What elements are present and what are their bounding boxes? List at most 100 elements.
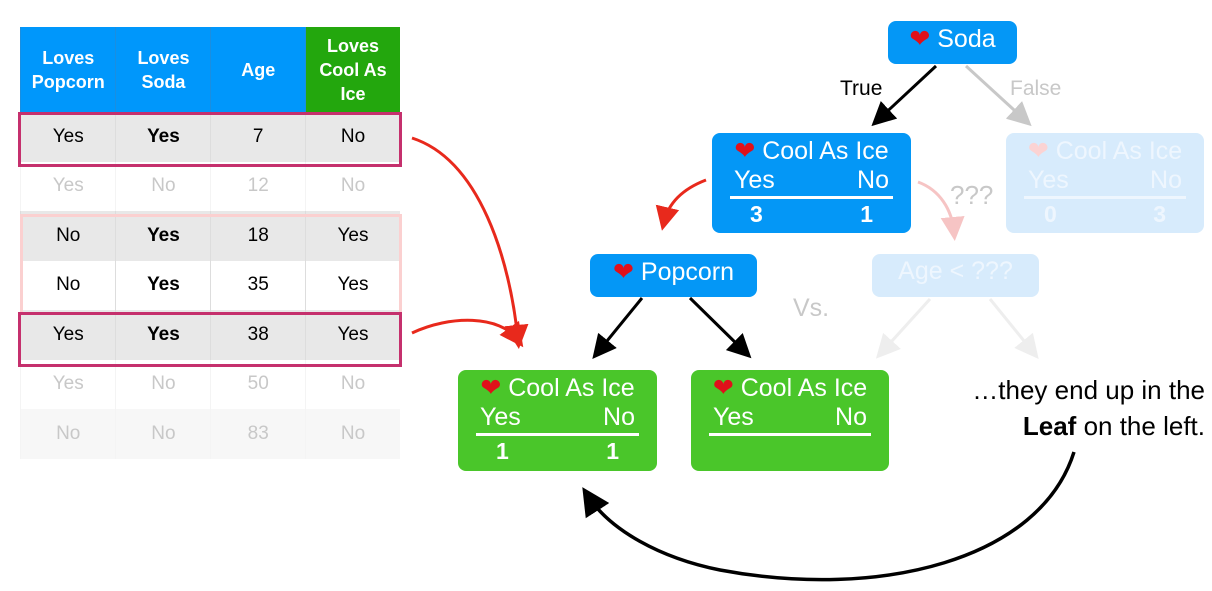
cell: No — [304, 409, 400, 459]
heart-icon: ❤ — [712, 374, 734, 402]
cell: Yes — [19, 161, 116, 211]
question-marks: ??? — [950, 180, 994, 210]
divider — [709, 433, 871, 436]
cell: Yes — [304, 211, 400, 261]
node-age: Age < ??? — [872, 254, 1039, 297]
vs-label: Vs. — [793, 294, 830, 322]
cell: 38 — [210, 310, 306, 360]
yes-count: 0 — [1044, 201, 1057, 227]
cell: 18 — [210, 211, 306, 261]
faded-arrow — [988, 298, 1039, 359]
true-label: True — [840, 77, 883, 100]
cell: No — [115, 161, 211, 211]
cell: 35 — [210, 260, 306, 310]
yes-label: Yes — [713, 403, 754, 431]
cell: Yes — [115, 310, 211, 360]
node-popcorn: ❤ Popcorn — [590, 254, 757, 297]
heart-icon: ❤ — [1027, 137, 1049, 165]
node-label: Cool As Ice — [508, 374, 635, 402]
node-label: Cool As Ice — [1055, 137, 1183, 165]
root-node-soda: ❤ Soda — [888, 21, 1017, 64]
row-highlight — [18, 312, 402, 367]
header-age: Age — [210, 27, 306, 112]
yes-label: Yes — [1028, 166, 1069, 194]
cell: No — [19, 211, 116, 261]
table-row: Yes No 12 No — [19, 161, 400, 211]
leaf-right: ❤ Cool As Ice Yes No — [691, 370, 889, 471]
table-row: Yes Yes 7 No — [19, 112, 400, 162]
header-loves-soda: Loves Soda — [115, 27, 211, 112]
cell: Yes — [304, 260, 400, 310]
false-arrow — [964, 64, 1032, 127]
cell: No — [115, 409, 211, 459]
faded-arrow — [875, 297, 932, 359]
node-label: Age < ??? — [898, 257, 1013, 285]
leaf-left: ❤ Cool As Ice Yes No 1 1 — [458, 370, 657, 471]
cell: Yes — [115, 112, 211, 162]
cell: Yes — [19, 310, 116, 360]
cell: No — [304, 359, 400, 409]
caption-line2: Leaf on the left. — [905, 408, 1205, 444]
table-row: No No 83 No — [19, 409, 400, 459]
no-count: 1 — [606, 438, 619, 464]
table-row: Yes Yes 38 Yes — [19, 310, 400, 360]
cell: Yes — [304, 310, 400, 360]
cell: 83 — [210, 409, 306, 459]
heart-icon: ❤ — [612, 258, 634, 286]
arrow — [688, 296, 752, 359]
false-label: False — [1010, 77, 1062, 100]
caption: …they end up in the Leaf on the left. — [905, 372, 1205, 444]
curved-arrow — [582, 451, 1076, 582]
cell: Yes — [115, 260, 211, 310]
node-label: Cool As Ice — [740, 374, 868, 402]
cell: 7 — [210, 112, 306, 162]
header-loves-popcorn: Loves Popcorn — [19, 27, 116, 112]
node-label: Popcorn — [640, 258, 735, 286]
faded-red-arrow — [917, 180, 965, 241]
heart-icon: ❤ — [480, 374, 502, 402]
node-cool-as-ice-right: ❤ Cool As Ice Yes No 0 3 — [1006, 133, 1204, 233]
yes-count: 1 — [496, 438, 509, 464]
row-highlight — [18, 112, 402, 167]
no-count: 3 — [1153, 201, 1166, 227]
cell: No — [19, 260, 116, 310]
heart-icon: ❤ — [734, 137, 756, 165]
cell: 50 — [210, 359, 306, 409]
red-arrow — [655, 178, 707, 231]
cell: Yes — [115, 211, 211, 261]
no-label: No — [603, 403, 635, 431]
cell: No — [304, 112, 400, 162]
no-label: No — [1150, 166, 1182, 194]
cell: Yes — [19, 359, 116, 409]
cell: 12 — [210, 161, 306, 211]
red-arrow — [411, 318, 524, 348]
divider — [1024, 196, 1186, 199]
node-label: Soda — [937, 25, 996, 53]
table-row: No Yes 35 Yes — [19, 260, 400, 310]
yes-label: Yes — [480, 403, 521, 431]
data-table: Loves Popcorn Loves Soda Age Loves Cool … — [19, 27, 400, 459]
divider — [730, 196, 893, 199]
table-row: No Yes 18 Yes — [19, 211, 400, 261]
red-arrow — [411, 136, 529, 349]
cell: No — [115, 359, 211, 409]
caption-line1: …they end up in the — [972, 375, 1205, 405]
node-label: Cool As Ice — [762, 137, 889, 165]
table-header: Loves Popcorn Loves Soda Age Loves Cool … — [19, 27, 400, 112]
yes-count: 3 — [750, 201, 763, 227]
divider — [476, 433, 639, 436]
cell: No — [304, 161, 400, 211]
table-row: Yes No 50 No — [19, 359, 400, 409]
header-loves-cool-as-ice: Loves Cool As Ice — [304, 27, 400, 112]
no-label: No — [857, 166, 889, 194]
cell: No — [19, 409, 116, 459]
caption-rest: on the left. — [1076, 411, 1205, 441]
caption-bold: Leaf — [1022, 411, 1077, 441]
heart-icon: ❤ — [909, 25, 931, 53]
true-arrow — [871, 64, 938, 127]
yes-label: Yes — [734, 166, 775, 194]
no-count: 1 — [860, 201, 873, 227]
cell: Yes — [19, 112, 116, 162]
node-cool-as-ice-left: ❤ Cool As Ice Yes No 3 1 — [712, 133, 911, 233]
